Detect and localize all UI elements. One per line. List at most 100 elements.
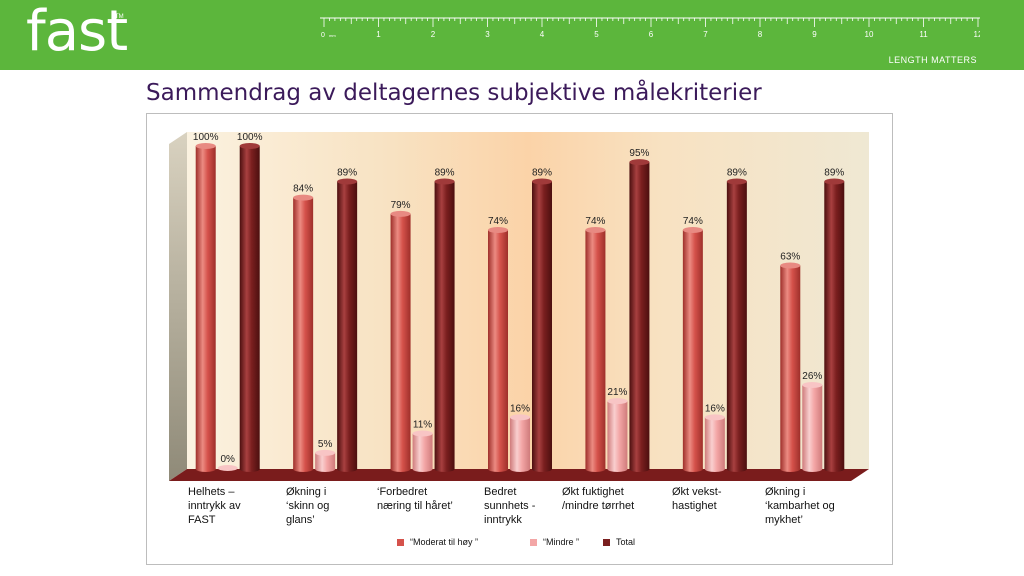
ruler-zero-label: 0 (321, 32, 325, 39)
bar-moderat-top (585, 226, 606, 233)
bar-mindre-body (315, 452, 336, 469)
ruler-number: 8 (758, 30, 763, 39)
ruler-number: 9 (812, 30, 817, 39)
label-total: 89% (532, 168, 552, 179)
bar-mindre (217, 465, 238, 471)
bar-total-top (726, 178, 747, 185)
bar-mindre-body (510, 417, 530, 469)
label-total: 100% (237, 132, 263, 143)
category-label: Økning i ‘kambarhet og mykhet’ (765, 486, 835, 526)
bar-moderat-base (682, 466, 703, 472)
ruler-number: 1 (376, 30, 381, 39)
bar-total-base (337, 466, 358, 472)
bar-moderat-body (488, 229, 508, 469)
bar-total-base (434, 466, 455, 472)
bar-total (532, 178, 552, 472)
bar-mindre-body (802, 385, 823, 469)
bar-mindre-top (704, 414, 725, 421)
legend-item: “Moderat til høy ” (397, 537, 478, 547)
page-title: Sammendrag av deltagernes subjektive mål… (146, 80, 762, 106)
bar-mindre (802, 382, 823, 472)
bar-mindre-top (315, 449, 336, 456)
fast-logo: fast (26, 0, 128, 64)
label-mindre: 16% (510, 403, 530, 414)
bar-mindre (607, 398, 628, 472)
category-label: Helhets – inntrykk av FAST (188, 486, 241, 526)
bar-total-top (239, 143, 260, 149)
bar-mindre-top (217, 465, 238, 471)
category-label: Økt fuktighet /mindre tørrhet (562, 486, 635, 512)
bar-mindre-body (412, 433, 433, 469)
bar-mindre-base (315, 466, 336, 472)
bar-total-base (726, 466, 747, 472)
bar-total-top (629, 159, 650, 166)
bar-chart: 100% 0% 100% 84% 5% 89% 79% 11% 89% 74% 16% 89% 74% 2… (169, 132, 869, 481)
label-total: 89% (824, 168, 844, 179)
bar-moderat-base (780, 466, 801, 472)
bar-moderat (780, 262, 801, 472)
bar-total (239, 143, 260, 472)
ruler-graphic: 0mm123456789101112 (320, 17, 980, 39)
ruler-number: 11 (919, 30, 928, 39)
label-total: 95% (629, 148, 649, 159)
legend-label: “Mindre ” (543, 537, 580, 547)
ruler-number: 2 (431, 30, 436, 39)
category-label: Økning i ‘skinn og glans’ (286, 486, 330, 526)
bar-moderat-top (390, 210, 411, 217)
bar-total-top (824, 178, 845, 185)
bar-mindre-top (802, 382, 823, 389)
bar-mindre-base (704, 466, 725, 472)
bar-total-body (532, 181, 552, 469)
ruler-number: 10 (865, 30, 874, 39)
label-moderat: 100% (193, 132, 219, 143)
bar-moderat-top (293, 194, 314, 201)
bar-moderat-top (195, 143, 216, 149)
bar-total-base (532, 466, 552, 472)
label-mindre: 26% (802, 371, 822, 382)
ruler-number: 5 (594, 30, 599, 39)
bar-moderat-top (682, 226, 703, 233)
bar-moderat-body (293, 197, 314, 469)
bar-moderat (390, 210, 411, 472)
bar-moderat-body (585, 229, 606, 469)
bar-moderat-body (390, 213, 411, 469)
bar-total-body (629, 162, 650, 469)
chart-floor (169, 469, 869, 481)
label-moderat: 74% (585, 216, 605, 227)
legend-swatch (530, 539, 537, 546)
label-total: 89% (337, 168, 357, 179)
bar-total-top (337, 178, 358, 185)
label-total: 89% (727, 168, 747, 179)
label-mindre: 21% (607, 387, 627, 398)
label-moderat: 74% (488, 216, 508, 227)
bar-moderat-base (195, 466, 216, 472)
bar-mindre-body (607, 401, 628, 469)
bar-mindre-base (607, 466, 628, 472)
category-label: Bedret sunnhets - inntrykk (484, 486, 536, 526)
bar-total-body (726, 181, 747, 469)
label-mindre: 16% (705, 403, 725, 414)
ruler-number: 7 (703, 30, 708, 39)
bar-total-body (824, 181, 845, 469)
tagline: LENGTH MATTERS (888, 55, 977, 65)
bar-moderat-body (780, 265, 801, 469)
legend-item: Total (603, 537, 635, 547)
bar-moderat-top (780, 262, 801, 269)
bar-mindre-top (607, 398, 628, 405)
header-bar: fast TM 0mm123456789101112 LENGTH MATTER… (0, 0, 1024, 70)
label-moderat: 84% (293, 184, 313, 195)
ruler-number: 6 (649, 30, 654, 39)
bar-total (337, 178, 358, 472)
chart-container: 100% 0% 100% 84% 5% 89% 79% 11% 89% 74% 16% 89% 74% 2… (146, 113, 893, 565)
bar-mindre (315, 449, 336, 472)
bar-moderat-top (488, 226, 508, 233)
bar-mindre-base (510, 466, 530, 472)
logo-trademark: TM (115, 14, 124, 20)
label-mindre: 5% (318, 439, 333, 450)
legend-label: Total (616, 537, 636, 547)
category-label: ‘Forbedret næring til håret’ (377, 486, 453, 512)
bar-total-top (532, 178, 552, 185)
bar-total-base (239, 466, 260, 472)
bar-mindre-base (412, 466, 433, 472)
category-label: Økt vekst- hastighet (672, 486, 722, 512)
